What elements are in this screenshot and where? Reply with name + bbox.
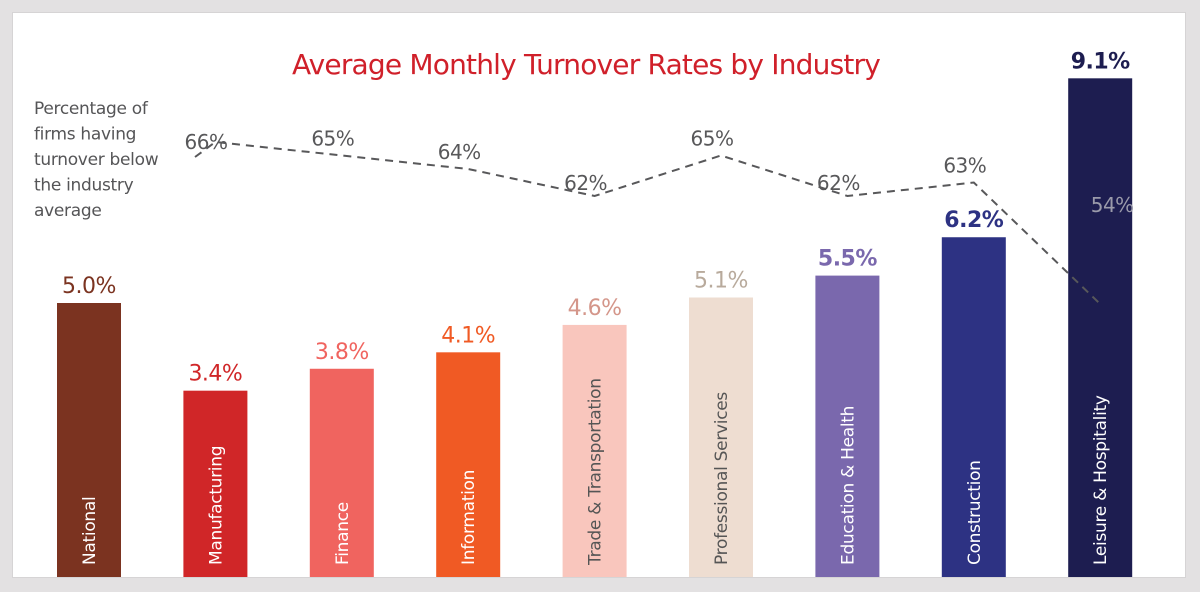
bar-value-label: 5.1% — [694, 269, 748, 294]
bar-value-label: 3.8% — [315, 340, 369, 365]
category-label: National — [80, 497, 100, 565]
line-series-annotation: Percentage of firms having turnover below t… — [34, 99, 159, 221]
line-point-label: 62% — [817, 171, 860, 195]
line-path — [194, 140, 1101, 305]
line-point-label: 63% — [943, 154, 986, 178]
line-point-label: 65% — [311, 127, 354, 151]
bar-value-label: 4.6% — [568, 296, 622, 321]
bar — [436, 352, 501, 577]
category-label: Finance — [333, 502, 353, 565]
category-label: Professional Services — [712, 392, 732, 565]
bar — [1068, 78, 1133, 577]
annotation-line: Percentage of — [34, 99, 149, 119]
line-point-label: 65% — [691, 127, 734, 151]
bar-value-label: 4.1% — [441, 323, 495, 348]
category-label: Education & Health — [838, 406, 858, 565]
bar-value-label: 5.0% — [62, 274, 116, 299]
annotation-line: the industry — [34, 176, 134, 196]
bar-value-label: 6.2% — [944, 208, 1003, 233]
annotation-line: firms having — [34, 125, 136, 145]
bar-value-label: 3.4% — [188, 362, 242, 387]
line-point-label: 62% — [564, 171, 607, 195]
line-point-label: 54% — [1091, 193, 1134, 217]
line-point-label: 66% — [185, 130, 228, 154]
bar — [941, 237, 1006, 578]
category-label: Leisure & Hospitality — [1091, 395, 1111, 565]
bar-series: 5.0% National 3.4% Manufacturing 3.8% Finance… — [57, 49, 1133, 578]
bar — [562, 324, 627, 577]
category-label: Trade & Transportation — [586, 378, 606, 566]
line-point-label: 64% — [438, 140, 481, 164]
bar-value-label: 9.1% — [1071, 49, 1130, 74]
bar — [183, 390, 248, 577]
category-label: Manufacturing — [206, 446, 226, 565]
annotation-line: turnover below — [34, 150, 159, 170]
chart-title: Average Monthly Turnover Rates by Indust… — [292, 48, 880, 81]
bar — [815, 275, 880, 577]
category-label: Information — [459, 470, 479, 565]
bar-value-label: 5.5% — [818, 247, 877, 272]
annotation-line: average — [34, 201, 102, 221]
category-label: Construction — [965, 460, 985, 565]
bar — [689, 297, 753, 577]
bar — [309, 368, 374, 577]
bar — [57, 303, 121, 577]
line-series: 66% 65% 64% 62% 65% 62% 63% 54% — [185, 127, 1134, 305]
